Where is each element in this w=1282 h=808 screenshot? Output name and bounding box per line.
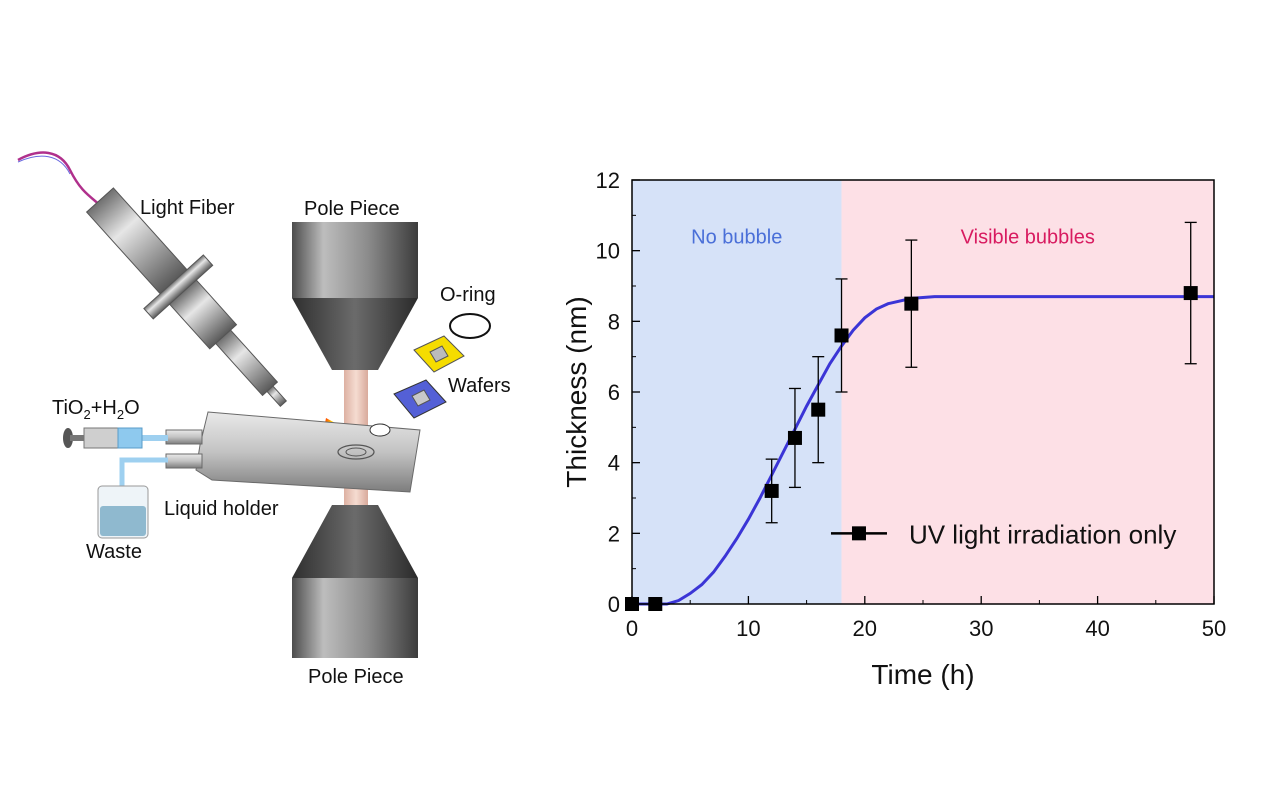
label-waste: Waste — [86, 541, 142, 563]
region-layer: No bubble Visible bubbles — [632, 180, 1214, 604]
liquid-holder — [165, 411, 421, 493]
legend: UV light irradiation only — [830, 519, 1176, 549]
data-point — [787, 430, 802, 445]
label-light-fiber: Light Fiber — [140, 197, 235, 219]
y-tick-label: 2 — [608, 521, 620, 546]
o-ring-icon — [449, 313, 491, 339]
y-tick-label: 10 — [596, 239, 620, 264]
label-o-ring: O-ring — [440, 284, 496, 306]
wafer-yellow — [413, 335, 465, 373]
data-point — [811, 402, 826, 417]
light-fiber-assembly — [85, 187, 288, 408]
y-axis-label: Thickness (nm) — [561, 296, 592, 487]
legend-marker — [851, 526, 866, 541]
y-tick-label: 0 — [608, 592, 620, 617]
pole-piece-bottom — [292, 505, 418, 658]
x-tick-label: 40 — [1085, 616, 1109, 641]
label-pole-piece-top: Pole Piece — [304, 198, 400, 220]
thickness-chart: No bubble Visible bubbles 0 10 20 30 40 50 0 2 4… — [561, 168, 1226, 690]
data-point — [904, 296, 919, 311]
x-tick-label: 30 — [969, 616, 993, 641]
fiber-cable — [17, 151, 101, 206]
label-wafers: Wafers — [448, 375, 511, 397]
data-point — [764, 483, 779, 498]
data-point — [1183, 286, 1198, 301]
syringe — [63, 427, 143, 449]
region-0 — [632, 180, 842, 604]
data-point — [834, 328, 849, 343]
x-tick-label: 20 — [853, 616, 877, 641]
y-tick-label: 6 — [608, 380, 620, 405]
region-label-1: Visible bubbles — [961, 227, 1095, 249]
x-tick-label: 50 — [1202, 616, 1226, 641]
waste-beaker — [97, 485, 149, 539]
pole-piece-top — [292, 222, 418, 370]
label-tio2-h2o: TiO2+H2O — [52, 397, 140, 422]
point-layer — [625, 286, 1198, 611]
region-1 — [841, 180, 1214, 604]
y-tick-label: 8 — [608, 309, 620, 334]
x-axis: 0 10 20 30 40 50 — [626, 596, 1226, 641]
y-axis: 0 2 4 6 8 10 12 — [596, 168, 640, 617]
y-tick-label: 12 — [596, 168, 620, 193]
legend-label: UV light irradiation only — [909, 519, 1176, 549]
schematic-illustration: Light Fiber Pole Piece O-ring Wafers TiO… — [17, 151, 511, 688]
x-axis-label: Time (h) — [871, 659, 974, 690]
region-label-0: No bubble — [691, 227, 782, 249]
label-pole-piece-bottom: Pole Piece — [308, 666, 404, 688]
y-tick-label: 4 — [608, 451, 620, 476]
wafer-blue — [393, 379, 447, 419]
label-liquid-holder: Liquid holder — [164, 498, 279, 520]
x-tick-label: 0 — [626, 616, 638, 641]
x-tick-label: 10 — [736, 616, 760, 641]
